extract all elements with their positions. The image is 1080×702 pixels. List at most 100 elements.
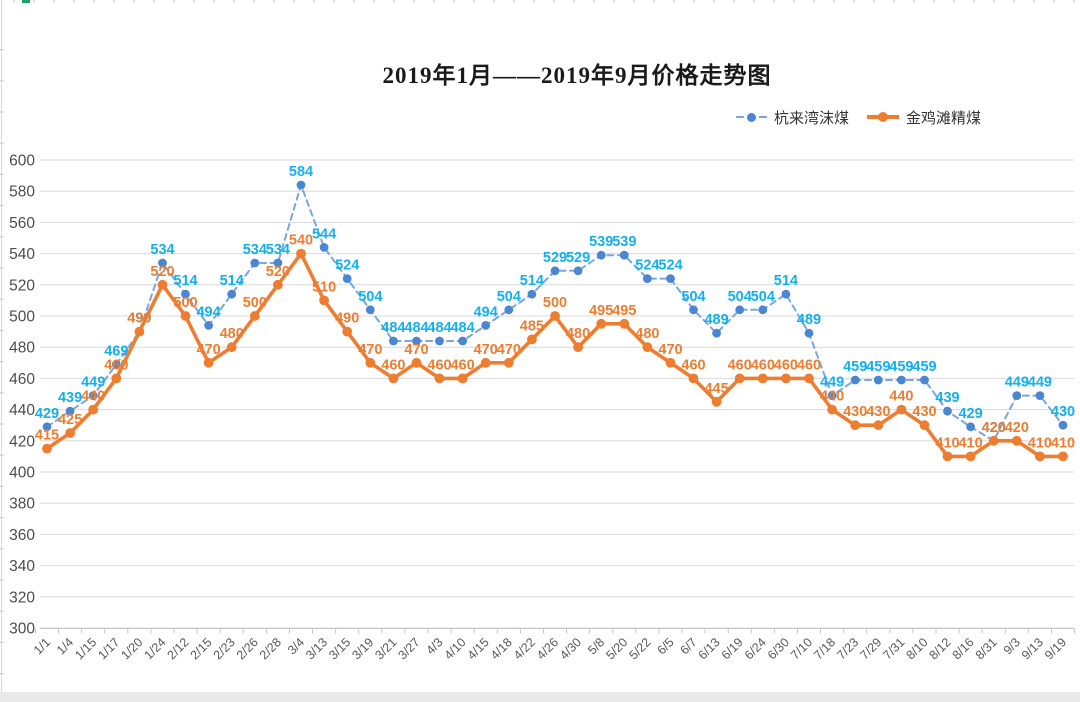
data-point — [342, 326, 353, 337]
svg-text:580: 580 — [9, 184, 35, 201]
svg-text:1/24: 1/24 — [142, 635, 169, 662]
data-point — [88, 391, 98, 400]
data-label: 470 — [658, 342, 682, 358]
data-label: 470 — [474, 342, 498, 358]
data-label: 449 — [1028, 375, 1052, 391]
data-label: 459 — [912, 359, 936, 375]
data-label: 514 — [173, 273, 197, 289]
data-label: 544 — [312, 226, 336, 242]
data-label: 420 — [982, 420, 1006, 436]
data-point — [804, 373, 814, 384]
data-point — [827, 404, 837, 415]
legend-item-jinjitan: 金鸡滩精煤 — [867, 107, 981, 128]
data-point — [65, 406, 75, 416]
data-point — [42, 443, 52, 454]
y-axis-labels: 300 320 340 360 380 400 420 440 460 480 500 520 540 5… — [9, 153, 35, 638]
data-point — [757, 373, 768, 384]
data-point — [735, 305, 745, 315]
svg-text:5/22: 5/22 — [626, 635, 653, 662]
svg-text:2/15: 2/15 — [188, 635, 215, 662]
data-label: 489 — [797, 312, 821, 328]
legend-item-hanglaiwan: 杭来湾沫煤 — [736, 107, 849, 128]
svg-text:7/23: 7/23 — [834, 635, 861, 662]
data-point — [157, 279, 168, 290]
svg-text:600: 600 — [9, 153, 35, 170]
svg-text:6/5: 6/5 — [654, 635, 676, 657]
svg-text:8/16: 8/16 — [950, 635, 977, 662]
data-point — [1011, 435, 1022, 446]
data-point — [781, 373, 791, 384]
data-label: 514 — [220, 273, 244, 289]
data-label: 460 — [774, 357, 798, 373]
data-label: 500 — [243, 295, 267, 311]
svg-text:4/15: 4/15 — [465, 635, 492, 662]
data-label: 520 — [150, 264, 174, 280]
data-label: 430 — [843, 404, 867, 420]
data-point — [181, 289, 190, 299]
data-point — [504, 305, 514, 315]
data-point — [388, 373, 399, 384]
data-point — [249, 311, 260, 321]
data-label: 459 — [843, 359, 867, 375]
data-point — [158, 258, 167, 268]
data-point — [643, 274, 652, 283]
svg-text:8/12: 8/12 — [927, 635, 954, 662]
data-label: 504 — [751, 289, 775, 305]
data-label: 534 — [266, 242, 290, 258]
data-point — [873, 375, 883, 385]
svg-text:2/28: 2/28 — [257, 635, 284, 662]
data-point — [988, 435, 999, 446]
data-label: 449 — [820, 375, 844, 391]
data-label: 514 — [774, 273, 798, 289]
data-point — [550, 311, 560, 321]
data-label: 504 — [728, 289, 752, 305]
data-label: 460 — [751, 357, 775, 373]
data-point — [203, 357, 214, 368]
data-label: 470 — [196, 342, 220, 358]
data-point — [781, 289, 791, 299]
data-point — [111, 373, 122, 384]
data-label: 504 — [358, 289, 382, 305]
svg-text:8/10: 8/10 — [904, 635, 931, 662]
data-point — [296, 180, 306, 190]
gridlines — [40, 159, 1074, 629]
data-label: 494 — [196, 304, 220, 320]
svg-text:480: 480 — [9, 340, 35, 357]
sheet-left-ticks — [0, 0, 4, 692]
data-point — [503, 357, 514, 368]
data-label: 495 — [612, 303, 636, 319]
svg-text:7/10: 7/10 — [788, 635, 815, 662]
data-label: 445 — [704, 381, 728, 397]
series-labels-0: 4294394494694905345144945145345345845445… — [35, 164, 1075, 436]
data-label: 449 — [81, 375, 105, 391]
data-point — [319, 295, 329, 306]
spreadsheet-cell-highlight — [22, 0, 30, 3]
data-point — [966, 422, 975, 432]
data-label: 494 — [474, 304, 498, 320]
svg-text:1/1: 1/1 — [31, 635, 53, 657]
data-label: 415 — [35, 428, 59, 444]
data-label: 529 — [566, 250, 590, 266]
data-point — [596, 250, 606, 260]
data-point — [666, 274, 675, 283]
svg-text:4/30: 4/30 — [557, 635, 584, 662]
data-point — [943, 406, 952, 416]
data-label: 410 — [1051, 435, 1075, 451]
svg-text:7/18: 7/18 — [811, 635, 838, 662]
svg-text:2/26: 2/26 — [234, 635, 261, 662]
data-label: 440 — [81, 389, 105, 405]
data-point — [481, 321, 491, 330]
data-label: 410 — [1028, 435, 1052, 451]
data-label: 524 — [658, 258, 682, 274]
data-label: 449 — [1005, 375, 1029, 391]
data-point — [642, 342, 653, 353]
svg-text:440: 440 — [9, 402, 35, 419]
data-label: 520 — [266, 264, 290, 280]
data-point — [896, 404, 907, 415]
data-label: 484 — [381, 320, 405, 336]
data-label: 460 — [381, 357, 405, 373]
series-labels-1: 4154254404604905205004704805005205405104… — [35, 233, 1075, 452]
data-label: 484 — [450, 320, 474, 336]
data-point — [273, 279, 283, 290]
